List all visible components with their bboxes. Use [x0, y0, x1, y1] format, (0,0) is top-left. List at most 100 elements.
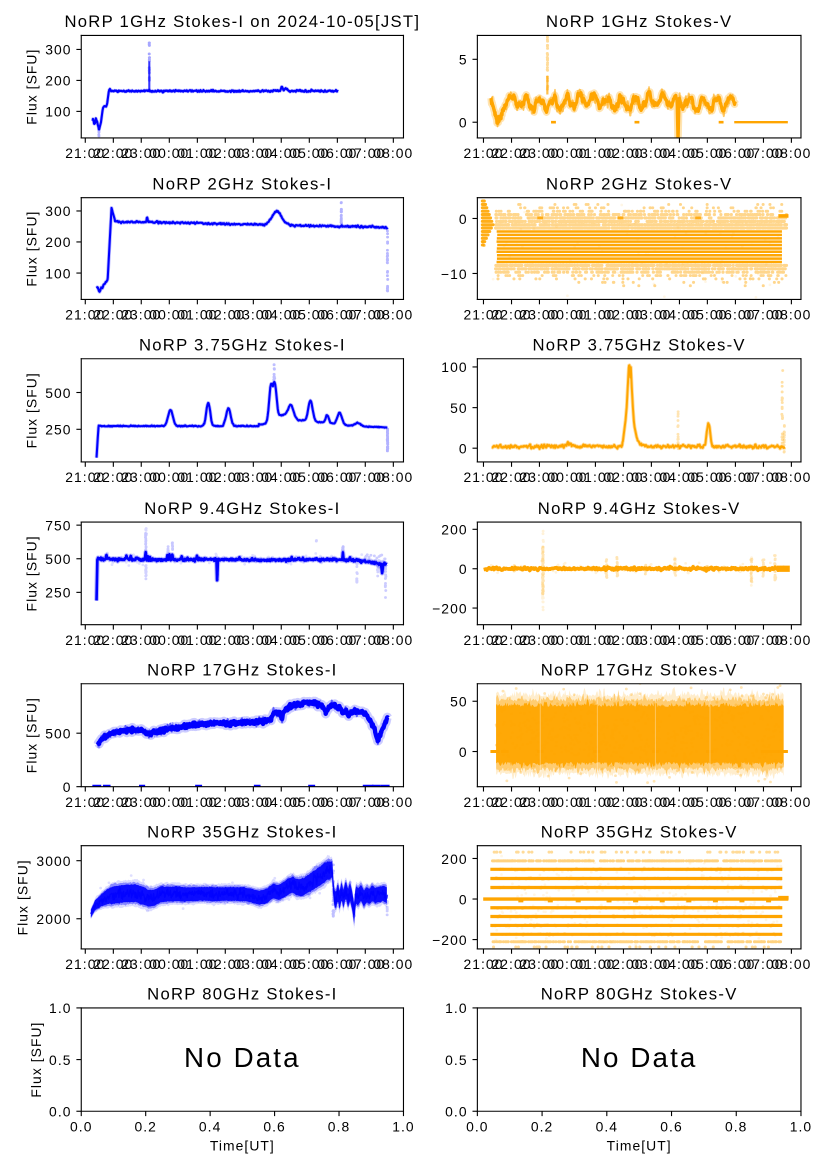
svg-text:NoRP 17GHz Stokes-V: NoRP 17GHz Stokes-V — [541, 660, 738, 679]
svg-text:No Data: No Data — [581, 1042, 698, 1073]
svg-text:0.4: 0.4 — [199, 1119, 221, 1135]
svg-text:05:00: 05:00 — [289, 145, 329, 161]
svg-text:00:00: 00:00 — [149, 145, 189, 161]
svg-text:NoRP 80GHz Stokes-I: NoRP 80GHz Stokes-I — [147, 985, 337, 1004]
svg-text:08:00: 08:00 — [771, 632, 811, 648]
svg-text:00:00: 00:00 — [149, 632, 189, 648]
svg-text:500: 500 — [45, 551, 71, 567]
svg-text:07:00: 07:00 — [345, 307, 385, 323]
svg-text:23:00: 23:00 — [121, 145, 161, 161]
svg-text:02:00: 02:00 — [205, 956, 245, 972]
svg-text:08:00: 08:00 — [771, 307, 811, 323]
svg-text:1.0: 1.0 — [392, 1119, 414, 1135]
svg-text:22:00: 22:00 — [492, 307, 532, 323]
svg-text:06:00: 06:00 — [317, 794, 357, 810]
svg-text:1.0: 1.0 — [790, 1119, 812, 1135]
svg-text:07:00: 07:00 — [345, 469, 385, 485]
svg-text:04:00: 04:00 — [659, 956, 699, 972]
svg-text:NoRP 17GHz Stokes-I: NoRP 17GHz Stokes-I — [147, 660, 337, 679]
svg-text:0.4: 0.4 — [596, 1119, 618, 1135]
svg-text:0.2: 0.2 — [134, 1119, 156, 1135]
svg-text:−10: −10 — [441, 266, 468, 282]
svg-text:01:00: 01:00 — [177, 307, 217, 323]
svg-text:NoRP 80GHz Stokes-V: NoRP 80GHz Stokes-V — [541, 985, 738, 1004]
svg-text:21:00: 21:00 — [463, 145, 503, 161]
svg-text:07:00: 07:00 — [743, 469, 783, 485]
svg-text:06:00: 06:00 — [715, 632, 755, 648]
svg-text:23:00: 23:00 — [519, 469, 559, 485]
svg-text:NoRP 3.75GHz Stokes-V: NoRP 3.75GHz Stokes-V — [533, 335, 746, 354]
svg-text:03:00: 03:00 — [233, 307, 273, 323]
svg-text:21:00: 21:00 — [463, 469, 503, 485]
svg-text:21:00: 21:00 — [65, 307, 105, 323]
svg-text:02:00: 02:00 — [603, 307, 643, 323]
svg-text:00:00: 00:00 — [548, 794, 588, 810]
svg-text:02:00: 02:00 — [603, 956, 643, 972]
svg-text:23:00: 23:00 — [519, 794, 559, 810]
svg-text:01:00: 01:00 — [177, 145, 217, 161]
svg-text:02:00: 02:00 — [205, 145, 245, 161]
svg-text:200: 200 — [441, 851, 467, 867]
svg-text:06:00: 06:00 — [715, 794, 755, 810]
svg-text:300: 300 — [45, 203, 71, 219]
svg-text:01:00: 01:00 — [177, 632, 217, 648]
svg-text:00:00: 00:00 — [548, 307, 588, 323]
svg-text:Flux [SFU]: Flux [SFU] — [24, 49, 40, 125]
svg-text:08:00: 08:00 — [373, 307, 413, 323]
svg-text:Flux [SFU]: Flux [SFU] — [23, 535, 39, 611]
svg-text:22:00: 22:00 — [492, 632, 532, 648]
svg-text:21:00: 21:00 — [65, 145, 105, 161]
svg-text:00:00: 00:00 — [149, 956, 189, 972]
svg-text:21:00: 21:00 — [65, 956, 105, 972]
svg-text:0.0: 0.0 — [49, 1104, 71, 1120]
svg-text:02:00: 02:00 — [205, 307, 245, 323]
svg-text:03:00: 03:00 — [631, 632, 671, 648]
svg-text:08:00: 08:00 — [771, 469, 811, 485]
svg-text:23:00: 23:00 — [519, 956, 559, 972]
svg-text:05:00: 05:00 — [289, 469, 329, 485]
svg-text:Flux [SFU]: Flux [SFU] — [24, 211, 40, 287]
svg-text:01:00: 01:00 — [177, 956, 217, 972]
svg-text:Flux [SFU]: Flux [SFU] — [24, 372, 40, 448]
svg-text:0.0: 0.0 — [466, 1119, 488, 1135]
svg-text:04:00: 04:00 — [261, 956, 301, 972]
svg-text:5: 5 — [459, 52, 468, 68]
svg-text:NoRP 9.4GHz Stokes-V: NoRP 9.4GHz Stokes-V — [538, 499, 741, 518]
svg-text:07:00: 07:00 — [743, 145, 783, 161]
svg-text:100: 100 — [45, 265, 71, 281]
svg-text:23:00: 23:00 — [519, 632, 559, 648]
svg-text:22:00: 22:00 — [93, 145, 133, 161]
svg-text:06:00: 06:00 — [317, 469, 357, 485]
svg-text:03:00: 03:00 — [233, 794, 273, 810]
svg-text:21:00: 21:00 — [463, 956, 503, 972]
svg-text:500: 500 — [45, 725, 71, 741]
svg-text:04:00: 04:00 — [261, 307, 301, 323]
svg-text:21:00: 21:00 — [463, 632, 503, 648]
svg-text:21:00: 21:00 — [463, 794, 503, 810]
svg-text:07:00: 07:00 — [743, 632, 783, 648]
svg-text:21:00: 21:00 — [65, 469, 105, 485]
svg-text:04:00: 04:00 — [261, 145, 301, 161]
svg-text:08:00: 08:00 — [771, 794, 811, 810]
svg-text:06:00: 06:00 — [317, 307, 357, 323]
svg-text:22:00: 22:00 — [93, 956, 133, 972]
svg-text:04:00: 04:00 — [659, 469, 699, 485]
svg-text:50: 50 — [450, 400, 468, 416]
svg-text:07:00: 07:00 — [345, 794, 385, 810]
svg-text:22:00: 22:00 — [492, 794, 532, 810]
svg-text:750: 750 — [45, 517, 71, 533]
svg-text:23:00: 23:00 — [121, 307, 161, 323]
svg-text:NoRP 1GHz Stokes-I on 2024-10-: NoRP 1GHz Stokes-I on 2024-10-05[JST] — [64, 12, 420, 31]
svg-text:22:00: 22:00 — [93, 632, 133, 648]
svg-text:21:00: 21:00 — [463, 307, 503, 323]
svg-text:08:00: 08:00 — [373, 145, 413, 161]
svg-text:−200: −200 — [432, 932, 467, 948]
svg-text:0: 0 — [459, 744, 468, 760]
svg-text:00:00: 00:00 — [548, 956, 588, 972]
svg-text:500: 500 — [45, 385, 71, 401]
svg-text:0: 0 — [459, 115, 468, 131]
svg-text:02:00: 02:00 — [603, 794, 643, 810]
svg-text:02:00: 02:00 — [205, 632, 245, 648]
svg-text:03:00: 03:00 — [631, 145, 671, 161]
svg-text:01:00: 01:00 — [575, 145, 615, 161]
